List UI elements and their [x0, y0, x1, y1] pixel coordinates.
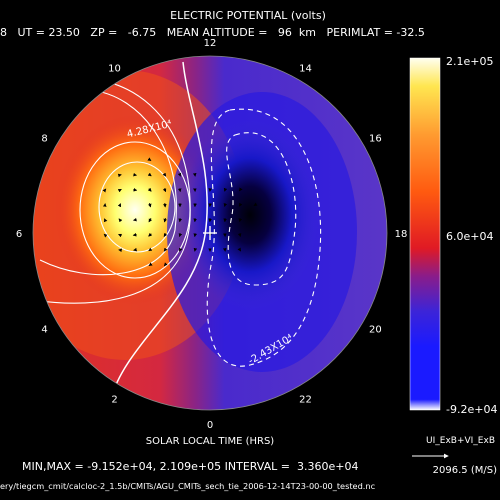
vector-arrow — [237, 233, 242, 237]
vector-arrow — [193, 247, 198, 252]
vector-arrow — [238, 202, 243, 207]
vector-arrow — [162, 172, 167, 177]
vector-arrow — [163, 247, 168, 252]
vector-arrow — [223, 187, 228, 192]
vector-arrow — [148, 247, 153, 252]
chart-subtitle: -8 UT = 23.50 ZP = -6.75 MEAN ALTITUDE =… — [0, 26, 425, 39]
vector-arrow — [117, 173, 122, 178]
vector-arrow — [177, 172, 182, 177]
chart-title: ELECTRIC POTENTIAL (volts) — [170, 9, 326, 22]
local-time-tick-16: 16 — [369, 134, 382, 145]
vector-arrow — [148, 262, 153, 266]
vector-arrow — [147, 157, 152, 161]
footer-path: ery/tiegcm_cmit/calcloc-2_1.5b/CMITs/AGU… — [0, 481, 375, 491]
colorbar — [409, 57, 441, 411]
vector-arrow — [178, 218, 182, 223]
vector-arrow — [148, 232, 153, 237]
vector-arrow — [147, 187, 152, 192]
vector-legend-title: UI_ExB+VI_ExB — [426, 436, 495, 446]
colorbar-min-label: -9.2e+04 — [446, 403, 497, 416]
local-time-tick-20: 20 — [369, 325, 382, 336]
vector-arrow — [133, 187, 138, 192]
vector-arrow — [117, 188, 122, 193]
local-time-tick-4: 4 — [41, 325, 47, 336]
vector-arrow — [133, 172, 137, 177]
vector-arrow — [163, 217, 168, 223]
local-time-tick-2: 2 — [111, 394, 117, 405]
vector-arrow — [118, 233, 123, 238]
stats-line: MIN,MAX = -9.152e+04, 2.109e+05 INTERVAL… — [22, 460, 358, 473]
vector-arrow — [163, 262, 168, 267]
vector-arrow — [253, 202, 258, 206]
pole-marker — [203, 226, 217, 240]
local-time-tick-6: 6 — [16, 229, 22, 240]
x-axis-label: SOLAR LOCAL TIME (HRS) — [146, 436, 275, 447]
local-time-ticks: 12 14 16 18 20 22 0 2 4 6 8 10 — [16, 38, 408, 431]
vector-arrow — [133, 247, 138, 252]
local-time-tick-12: 12 — [204, 38, 217, 49]
vector-arrow — [147, 202, 152, 208]
vector-arrow — [117, 203, 122, 208]
vector-arrow — [103, 233, 108, 238]
vector-field — [102, 157, 258, 267]
vector-arrow — [238, 218, 243, 223]
positive-contours — [33, 78, 191, 304]
vector-arrow — [132, 233, 137, 237]
local-time-tick-22: 22 — [299, 394, 312, 405]
vector-arrow — [177, 188, 182, 193]
vector-arrow — [133, 217, 137, 222]
negative-contours — [206, 108, 322, 367]
vector-arrow — [178, 247, 183, 252]
vector-arrow — [178, 233, 183, 238]
disk-border — [32, 55, 388, 411]
vector-arrow — [102, 188, 107, 193]
vector-arrow — [163, 233, 168, 238]
vector-arrow — [162, 188, 167, 193]
local-time-tick-0: 0 — [207, 420, 213, 431]
local-time-tick-8: 8 — [41, 134, 47, 145]
local-time-tick-10: 10 — [108, 64, 121, 75]
vector-legend-value: 2096.5 (M/S) — [433, 465, 497, 476]
vector-arrow — [193, 233, 198, 238]
local-time-tick-18: 18 — [395, 229, 408, 240]
vector-arrow — [118, 218, 123, 223]
colorbar-mid-label: 6.0e+04 — [446, 230, 493, 243]
vector-arrow — [103, 218, 108, 223]
local-time-tick-14: 14 — [299, 64, 312, 75]
vector-arrow — [239, 187, 243, 192]
vector-arrow — [223, 203, 228, 207]
zero-contour — [111, 61, 208, 396]
vector-arrow — [237, 247, 241, 252]
vector-arrow — [147, 172, 152, 177]
vector-arrow — [148, 217, 153, 223]
colorbar-max-label: 2.1e+05 — [446, 55, 493, 68]
